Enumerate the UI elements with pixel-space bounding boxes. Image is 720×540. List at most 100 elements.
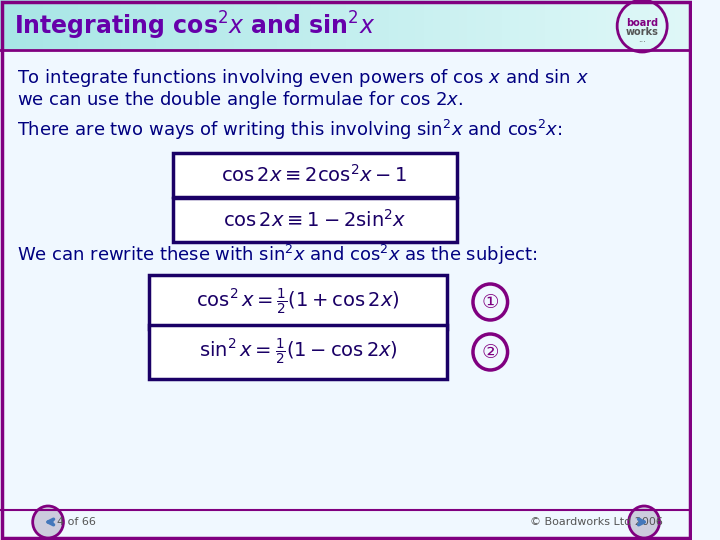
Text: We can rewrite these with sin$^2$$x$ and cos$^2$$x$ as the subject:: We can rewrite these with sin$^2$$x$ and… [17, 243, 537, 267]
Bar [277, 0, 287, 50]
Text: There are two ways of writing this involving sin$^2$$x$ and cos$^2$$x$:: There are two ways of writing this invol… [17, 118, 563, 142]
Text: $\sin^2 x = \frac{1}{2}(1 - \cos 2x)$: $\sin^2 x = \frac{1}{2}(1 - \cos 2x)$ [199, 337, 397, 367]
Bar [147, 0, 157, 50]
Text: To integrate functions involving even powers of cos $x$ and sin $x$: To integrate functions involving even po… [17, 67, 589, 89]
Bar [398, 0, 408, 50]
Bar [104, 0, 114, 50]
Bar [181, 0, 192, 50]
Bar [173, 0, 183, 50]
Bar [657, 0, 667, 50]
Text: $\cos 2x \equiv 1 - 2\sin^2\! x$: $\cos 2x \equiv 1 - 2\sin^2\! x$ [222, 209, 406, 231]
Bar [597, 0, 606, 50]
Bar [121, 0, 131, 50]
Bar [407, 0, 416, 50]
Bar [355, 0, 364, 50]
Text: we can use the double angle formulae for cos 2$x$.: we can use the double angle formulae for… [17, 89, 463, 111]
Bar [372, 0, 382, 50]
Bar [190, 0, 200, 50]
Text: $\cos^2 x = \frac{1}{2}(1 + \cos 2x)$: $\cos^2 x = \frac{1}{2}(1 + \cos 2x)$ [196, 287, 400, 317]
Bar [450, 0, 459, 50]
Circle shape [629, 506, 660, 538]
Text: board: board [626, 18, 658, 28]
Bar [502, 0, 511, 50]
Bar [259, 0, 269, 50]
Text: 4 of 66: 4 of 66 [58, 517, 96, 527]
Bar [390, 0, 399, 50]
Bar [554, 0, 563, 50]
Bar [606, 0, 616, 50]
Circle shape [32, 506, 63, 538]
FancyBboxPatch shape [173, 198, 456, 242]
Bar [95, 0, 105, 50]
Bar [216, 0, 226, 50]
Bar [640, 0, 650, 50]
Bar [199, 0, 209, 50]
Bar [329, 0, 338, 50]
FancyBboxPatch shape [149, 325, 447, 379]
Bar [138, 0, 148, 50]
Bar [164, 0, 174, 50]
Bar [649, 0, 659, 50]
Bar [528, 0, 537, 50]
Bar [675, 0, 685, 50]
Bar [441, 0, 451, 50]
Bar [459, 0, 468, 50]
Bar [588, 0, 598, 50]
Bar [320, 0, 330, 50]
Bar [580, 0, 589, 50]
Bar [130, 0, 140, 50]
Bar [381, 0, 390, 50]
Bar [251, 0, 261, 50]
Bar [112, 0, 122, 50]
Bar [467, 0, 477, 50]
Bar [52, 0, 61, 50]
Bar [286, 0, 295, 50]
Bar [614, 0, 624, 50]
Bar [545, 0, 554, 50]
Bar [493, 0, 503, 50]
Bar [631, 0, 642, 50]
Bar [510, 0, 520, 50]
Bar [207, 0, 217, 50]
Bar [666, 0, 676, 50]
Bar [346, 0, 356, 50]
Bar [433, 0, 442, 50]
Bar [415, 0, 425, 50]
Bar [364, 0, 373, 50]
Bar [312, 0, 321, 50]
Bar [78, 0, 87, 50]
Bar [0, 0, 9, 50]
Bar [683, 0, 693, 50]
Bar [225, 0, 235, 50]
Bar [9, 0, 18, 50]
Bar [536, 0, 546, 50]
Bar [86, 0, 96, 50]
Bar [35, 0, 44, 50]
Text: ②: ② [482, 342, 499, 361]
Bar [485, 0, 494, 50]
Text: ...: ... [638, 36, 646, 44]
Bar [69, 0, 78, 50]
FancyBboxPatch shape [149, 275, 447, 329]
Bar [17, 0, 27, 50]
Bar [476, 0, 485, 50]
Bar [233, 0, 243, 50]
Bar [562, 0, 572, 50]
Text: ①: ① [482, 293, 499, 312]
Bar [294, 0, 304, 50]
Bar [269, 0, 278, 50]
Text: Integrating cos$^2$$x$ and sin$^2$$x$: Integrating cos$^2$$x$ and sin$^2$$x$ [14, 10, 376, 42]
Bar [623, 0, 633, 50]
Bar [60, 0, 70, 50]
Bar [338, 0, 347, 50]
Bar [242, 0, 252, 50]
FancyBboxPatch shape [173, 153, 456, 197]
Bar [26, 0, 35, 50]
Bar [424, 0, 433, 50]
Bar [571, 0, 580, 50]
Bar [43, 0, 53, 50]
Bar [156, 0, 166, 50]
Bar [303, 0, 312, 50]
Text: works: works [626, 27, 659, 37]
Bar [519, 0, 528, 50]
